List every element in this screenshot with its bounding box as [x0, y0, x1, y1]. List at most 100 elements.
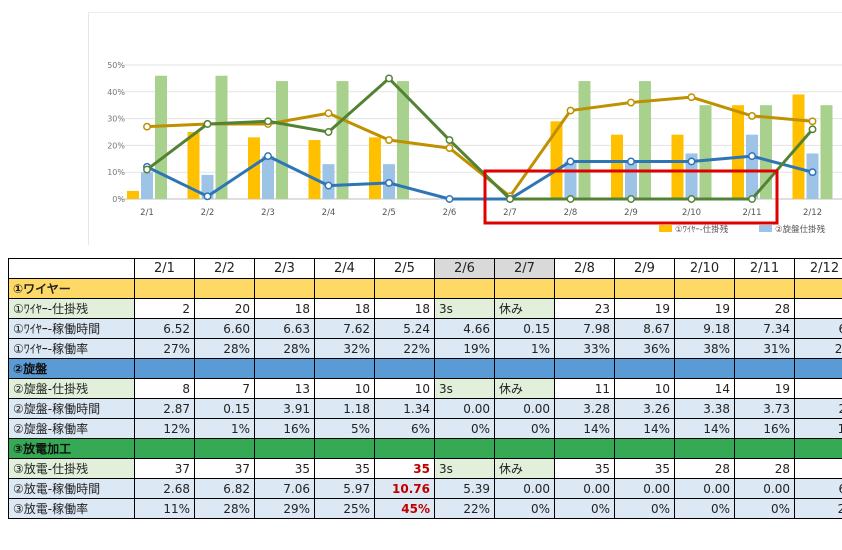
value-cell: 8.67	[614, 318, 675, 339]
value-cell: 36%	[614, 338, 675, 359]
value-cell: 1%	[494, 338, 555, 359]
table-row: ②旋盤-仕掛残 8 7 13 10 10 3s 休み 11 10 14 19	[8, 378, 842, 399]
section-cell	[134, 438, 195, 459]
bar	[611, 134, 623, 199]
value-cell: 7.62	[314, 318, 375, 339]
section-cell	[314, 438, 375, 459]
line-point	[264, 117, 272, 126]
section-cell	[434, 438, 495, 459]
line-point	[506, 195, 514, 203]
value-cell: 0.00	[494, 478, 555, 499]
section-label: ②旋盤	[8, 358, 135, 379]
value-cell: 38%	[674, 338, 735, 359]
bar	[564, 161, 577, 199]
line-point	[808, 125, 817, 134]
bar	[308, 140, 321, 199]
x-tick-label: 2/9	[624, 208, 638, 218]
value-cell: 32%	[314, 338, 375, 359]
value-cell: 11	[554, 378, 615, 399]
line-point	[203, 192, 212, 201]
value-cell: 7.34	[734, 318, 795, 339]
value-cell: 16%	[734, 418, 795, 439]
section-cell	[794, 438, 842, 459]
table-row: ②放電-稼働時間 2.68 6.82 7.06 5.97 10.76 5.39 0.00 0.0…	[8, 478, 842, 499]
bar	[820, 105, 833, 199]
y-tick-label: 20%	[107, 141, 125, 150]
value-cell: 0%	[674, 498, 735, 519]
line-point	[143, 122, 151, 131]
section-cell	[254, 358, 315, 379]
row-label: ②放電-稼働時間	[8, 478, 135, 499]
line-point	[566, 195, 575, 203]
value-cell: 0%	[734, 498, 795, 519]
date-header: 2/1	[134, 258, 195, 279]
date-header: 2/4	[314, 258, 375, 279]
row-label: ②旋盤-稼働率	[8, 418, 135, 439]
value-cell: 22%	[434, 498, 495, 519]
x-tick-label: 2/2	[201, 208, 215, 218]
line-point	[324, 181, 333, 190]
date-header: 2/7	[494, 258, 555, 279]
value-cell: 29	[794, 338, 842, 359]
section-cell	[194, 438, 255, 459]
value-cell: 35	[254, 458, 315, 479]
value-cell: 2	[134, 298, 195, 319]
section-cell	[734, 278, 795, 299]
section-cell	[494, 358, 555, 379]
value-cell: 0.00	[554, 478, 615, 499]
bar	[550, 121, 563, 199]
value-cell: 休み	[494, 378, 555, 399]
value-cell: 1(	[794, 418, 842, 439]
value-cell: 28	[734, 458, 795, 479]
section-cell	[314, 278, 375, 299]
row-label: ②旋盤-稼働時間	[8, 398, 135, 419]
bar	[127, 190, 139, 199]
line-point	[627, 157, 635, 166]
value-cell: 14	[674, 378, 735, 399]
legend-swatch	[759, 225, 772, 232]
value-cell: 5.97	[314, 478, 375, 499]
date-header: 2/6	[434, 258, 495, 279]
bar	[215, 75, 228, 199]
value-cell: 27%	[134, 338, 195, 359]
table-row: ③放電-仕掛残 37 37 35 35 35 3s 休み 35 35 28 28	[8, 458, 842, 479]
value-cell: 10	[614, 378, 675, 399]
line-point	[445, 195, 454, 203]
value-cell: 33%	[554, 338, 615, 359]
section-cell	[794, 358, 842, 379]
value-cell: 0.00	[734, 478, 795, 499]
value-cell: 28%	[194, 338, 255, 359]
value-cell: 4.66	[434, 318, 495, 339]
value-cell: 0%	[554, 498, 615, 519]
value-cell: 19	[614, 298, 675, 319]
value-cell: 8	[134, 378, 195, 399]
data-table: 2/1 2/2 2/3 2/4 2/5 2/6 2/7 2/8 2/9 2/10 2/11 2/12 ①…	[8, 258, 842, 519]
corner-cell	[8, 258, 135, 279]
value-cell: 0%	[494, 418, 555, 439]
value-cell: 0%	[434, 418, 495, 439]
highlight-box	[483, 169, 779, 225]
table-row: ①ﾜｲﾔｰ-仕掛残 2 20 18 18 18 3s 休み 23 19 19 28	[8, 298, 842, 319]
value-cell	[794, 298, 842, 319]
section-cell	[134, 278, 195, 299]
section-row: ①ワイヤー	[8, 278, 842, 299]
value-cell: 14%	[674, 418, 735, 439]
date-header: 2/2	[194, 258, 255, 279]
row-label: ②旋盤-仕掛残	[8, 378, 135, 399]
bar	[187, 132, 200, 199]
value-cell: 0.15	[194, 398, 255, 419]
value-cell: 28%	[194, 498, 255, 519]
value-cell: 35	[374, 458, 435, 479]
value-cell: 2.68	[134, 478, 195, 499]
x-tick-label: 2/7	[503, 208, 517, 218]
value-cell: 6.63	[254, 318, 315, 339]
section-cell	[494, 438, 555, 459]
series-line	[146, 76, 814, 201]
value-cell: 35	[614, 458, 675, 479]
line-point	[324, 128, 333, 136]
value-cell: 28	[734, 298, 795, 319]
value-cell: 0.00	[434, 398, 495, 419]
value-cell: 12%	[134, 418, 195, 439]
y-tick-label: 30%	[107, 115, 125, 124]
